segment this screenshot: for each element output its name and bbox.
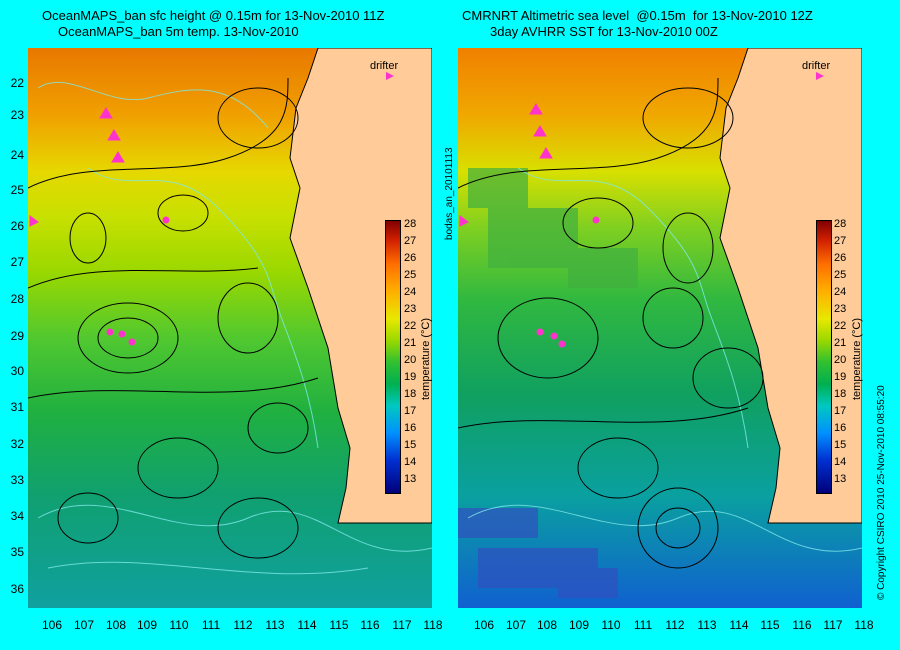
lat-label: 35 <box>10 545 24 559</box>
colorbar-label: 24 <box>834 286 847 298</box>
colorbar-label: 28 <box>834 218 847 230</box>
right-colorbar <box>816 220 832 494</box>
lon-label: 107 <box>73 618 95 632</box>
left-colorbar-title: temperature (°C) <box>420 317 432 400</box>
colorbar-label: 27 <box>834 235 847 247</box>
colorbar-label: 21 <box>404 337 417 349</box>
colorbar-label: 27 <box>404 235 417 247</box>
lon-label: 112 <box>233 618 253 632</box>
left-title-line1: OceanMAPS_ban sfc height @ 0.15m for 13-… <box>42 8 385 23</box>
lon-label: 116 <box>792 618 812 632</box>
lon-label: 109 <box>136 618 158 632</box>
colorbar-label: 14 <box>404 456 417 468</box>
colorbar-label: 18 <box>834 388 847 400</box>
colorbar-label: 23 <box>834 303 847 315</box>
colorbar-label: 22 <box>404 320 417 332</box>
lat-label: 32 <box>10 437 24 451</box>
bodas-side-label: bodas_an_20101113 <box>444 147 455 241</box>
lon-label: 108 <box>105 618 127 632</box>
lon-label: 117 <box>392 618 412 632</box>
lat-label: 28 <box>10 292 24 306</box>
colorbar-label: 15 <box>834 439 847 451</box>
colorbar-label: 25 <box>834 269 847 281</box>
colorbar-label: 19 <box>404 371 417 383</box>
lat-label: 27 <box>10 255 24 269</box>
colorbar-label: 20 <box>834 354 847 366</box>
colorbar-label: 17 <box>404 405 417 417</box>
lon-label: 111 <box>201 618 221 632</box>
lon-label: 117 <box>823 618 843 632</box>
right-title-line2: 3day AVHRR SST for 13-Nov-2010 00Z <box>490 24 718 39</box>
colorbar-label: 24 <box>404 286 417 298</box>
colorbar-label: 13 <box>404 473 417 485</box>
colorbar-label: 21 <box>834 337 847 349</box>
lat-label: 29 <box>10 329 24 343</box>
lon-label: 107 <box>505 618 527 632</box>
colorbar-label: 20 <box>404 354 417 366</box>
colorbar-label: 16 <box>404 422 417 434</box>
colorbar-label: 14 <box>834 456 847 468</box>
colorbar-label: 13 <box>834 473 847 485</box>
lat-label: 36 <box>10 582 24 596</box>
colorbar-label: 19 <box>834 371 847 383</box>
colorbar-label: 26 <box>834 252 847 264</box>
lon-label: 118 <box>423 618 443 632</box>
left-map[interactable] <box>28 48 432 608</box>
colorbar-label: 22 <box>834 320 847 332</box>
right-map[interactable] <box>458 48 862 608</box>
left-title-line2: OceanMAPS_ban 5m temp. 13-Nov-2010 <box>58 24 299 39</box>
colorbar-label: 15 <box>404 439 417 451</box>
lon-label: 113 <box>265 618 285 632</box>
lon-label: 118 <box>854 618 874 632</box>
left-colorbar <box>385 220 401 494</box>
lon-label: 106 <box>41 618 63 632</box>
lat-label: 30 <box>10 364 24 378</box>
lon-label: 109 <box>568 618 590 632</box>
lon-label: 114 <box>297 618 317 632</box>
lat-label: 22 <box>10 76 24 90</box>
lon-label: 116 <box>360 618 380 632</box>
lon-label: 112 <box>665 618 685 632</box>
lon-label: 113 <box>697 618 717 632</box>
right-drifter-label: drifter <box>802 60 831 72</box>
colorbar-label: 25 <box>404 269 417 281</box>
colorbar-label: 18 <box>404 388 417 400</box>
left-drifter-label: drifter <box>370 60 399 72</box>
colorbar-label: 26 <box>404 252 417 264</box>
lat-label: 33 <box>10 473 24 487</box>
lon-label: 110 <box>169 618 189 632</box>
colorbar-label: 23 <box>404 303 417 315</box>
lon-label: 114 <box>729 618 749 632</box>
colorbar-label: 16 <box>834 422 847 434</box>
lat-label: 24 <box>10 148 24 162</box>
lat-label: 31 <box>10 400 24 414</box>
copyright-label: © Copyright CSIRO 2010 25-Nov-2010 08:55… <box>876 385 887 600</box>
lon-label: 115 <box>760 618 780 632</box>
lat-label: 23 <box>10 108 24 122</box>
lat-label: 34 <box>10 509 24 523</box>
lon-label: 108 <box>536 618 558 632</box>
lon-label: 115 <box>329 618 349 632</box>
lon-label: 106 <box>473 618 495 632</box>
colorbar-label: 28 <box>404 218 417 230</box>
right-title-line1: CMRNRT Altimetric sea level @0.15m for 1… <box>462 8 813 23</box>
colorbar-label: 17 <box>834 405 847 417</box>
lat-label: 26 <box>10 219 24 233</box>
lon-label: 111 <box>633 618 653 632</box>
right-colorbar-title: temperature (°C) <box>851 317 863 400</box>
lon-label: 110 <box>601 618 621 632</box>
lat-label: 25 <box>10 183 24 197</box>
